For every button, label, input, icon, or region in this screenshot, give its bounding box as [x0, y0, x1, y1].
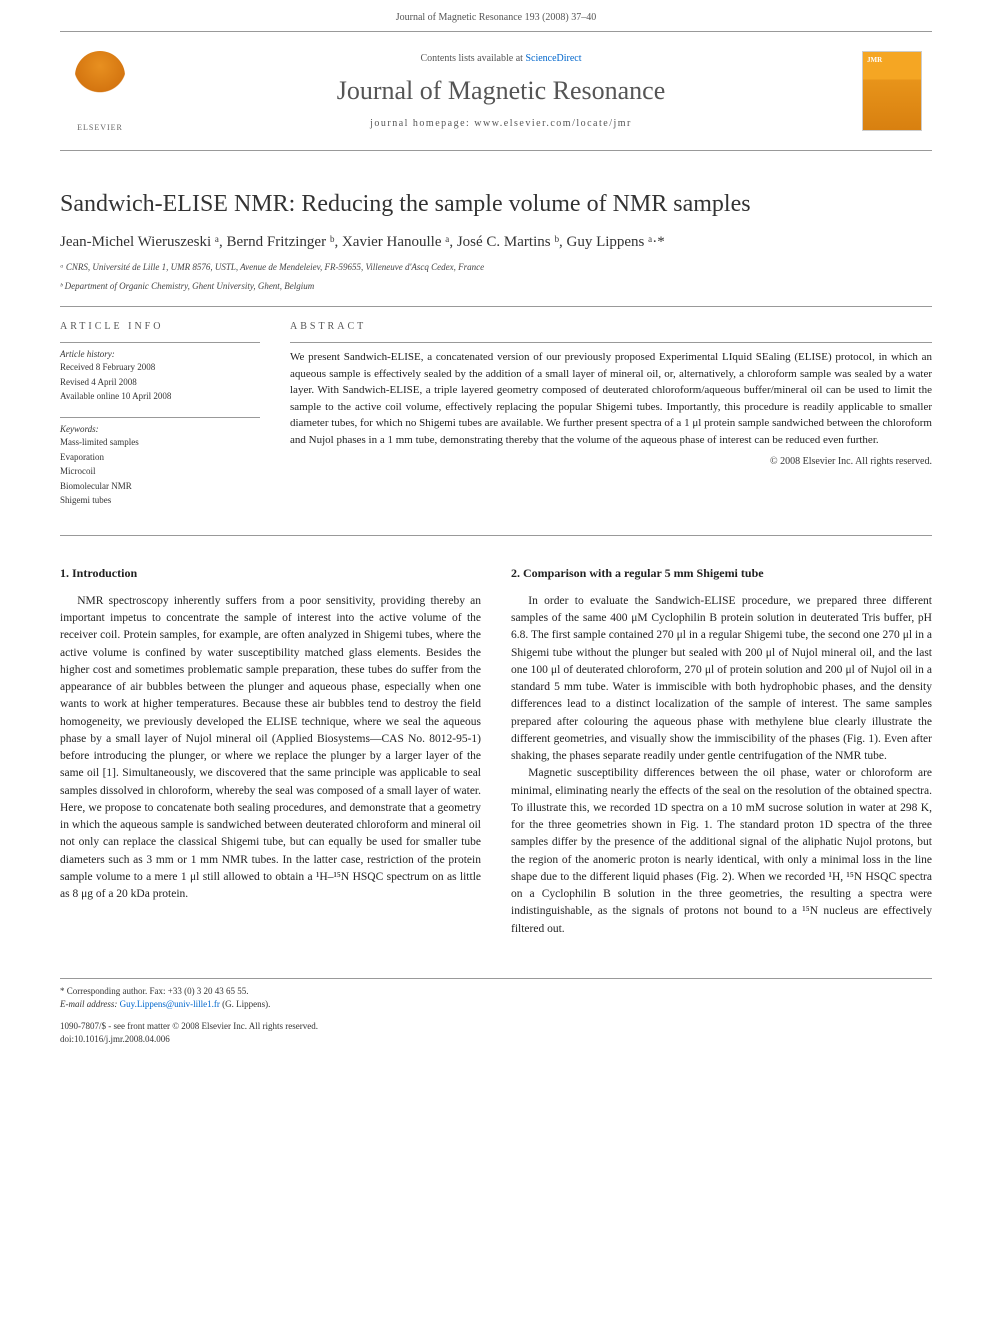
- footer-left: * Corresponding author. Fax: +33 (0) 3 2…: [60, 985, 481, 1045]
- history-received: Received 8 February 2008: [60, 361, 260, 374]
- page-footer: * Corresponding author. Fax: +33 (0) 3 2…: [60, 978, 932, 1045]
- footer-right: [511, 985, 932, 1045]
- affiliation-a: ᵃ CNRS, Université de Lille 1, UMR 8576,…: [60, 261, 932, 274]
- article-info-heading: ARTICLE INFO: [60, 321, 260, 332]
- email-label: E-mail address:: [60, 999, 117, 1009]
- history-revised: Revised 4 April 2008: [60, 376, 260, 389]
- publisher-name: ELSEVIER: [77, 123, 123, 132]
- history-label: Article history:: [60, 349, 260, 359]
- body-two-column: 1. Introduction NMR spectroscopy inheren…: [60, 566, 932, 938]
- info-divider-1: [60, 342, 260, 343]
- article-title: Sandwich-ELISE NMR: Reducing the sample …: [60, 191, 932, 218]
- section-2-heading: 2. Comparison with a regular 5 mm Shigem…: [511, 566, 932, 581]
- cover-label: JMR: [867, 56, 882, 64]
- email-suffix: (G. Lippens).: [222, 999, 270, 1009]
- article-main: Sandwich-ELISE NMR: Reducing the sample …: [60, 191, 932, 1045]
- issn-line: 1090-7807/$ - see front matter © 2008 El…: [60, 1020, 481, 1033]
- abstract-col: ABSTRACT We present Sandwich-ELISE, a co…: [290, 321, 932, 521]
- divider-bottom: [60, 535, 932, 536]
- body-col-right: 2. Comparison with a regular 5 mm Shigem…: [511, 566, 932, 938]
- abstract-text: We present Sandwich-ELISE, a concatenate…: [290, 349, 932, 448]
- affiliation-b: ᵇ Department of Organic Chemistry, Ghent…: [60, 280, 932, 293]
- section-1-heading: 1. Introduction: [60, 566, 481, 581]
- info-divider-2: [60, 417, 260, 418]
- section-2-para-2: Magnetic susceptibility differences betw…: [511, 765, 932, 938]
- section-1-para-1: NMR spectroscopy inherently suffers from…: [60, 593, 481, 904]
- journal-cover-thumb: JMR: [862, 51, 932, 131]
- article-history-block: Article history: Received 8 February 200…: [60, 349, 260, 403]
- journal-homepage: journal homepage: www.elsevier.com/locat…: [140, 118, 862, 129]
- keyword-2: Microcoil: [60, 465, 260, 478]
- article-info-col: ARTICLE INFO Article history: Received 8…: [60, 321, 260, 521]
- abstract-heading: ABSTRACT: [290, 321, 932, 332]
- contents-line: Contents lists available at ScienceDirec…: [140, 53, 862, 64]
- keywords-block: Keywords: Mass-limited samples Evaporati…: [60, 424, 260, 507]
- keyword-0: Mass-limited samples: [60, 436, 260, 449]
- corresponding-email-link[interactable]: Guy.Lippens@univ-lille1.fr: [120, 999, 220, 1009]
- publisher-logo-block: ELSEVIER: [60, 51, 140, 132]
- keyword-3: Biomolecular NMR: [60, 480, 260, 493]
- body-col-left: 1. Introduction NMR spectroscopy inheren…: [60, 566, 481, 938]
- sciencedirect-link[interactable]: ScienceDirect: [525, 53, 581, 64]
- journal-name: Journal of Magnetic Resonance: [140, 76, 862, 106]
- keyword-4: Shigemi tubes: [60, 494, 260, 507]
- journal-banner: ELSEVIER Contents lists available at Sci…: [60, 31, 932, 151]
- keyword-1: Evaporation: [60, 451, 260, 464]
- contents-prefix: Contents lists available at: [420, 53, 525, 64]
- info-abstract-row: ARTICLE INFO Article history: Received 8…: [60, 321, 932, 521]
- abstract-divider: [290, 342, 932, 343]
- doi-line: doi:10.1016/j.jmr.2008.04.006: [60, 1033, 481, 1046]
- history-online: Available online 10 April 2008: [60, 390, 260, 403]
- section-2-para-1: In order to evaluate the Sandwich-ELISE …: [511, 593, 932, 766]
- keywords-label: Keywords:: [60, 424, 260, 434]
- email-line: E-mail address: Guy.Lippens@univ-lille1.…: [60, 998, 481, 1011]
- corresponding-author: * Corresponding author. Fax: +33 (0) 3 2…: [60, 985, 481, 998]
- page-citation: Journal of Magnetic Resonance 193 (2008)…: [0, 0, 992, 31]
- elsevier-tree-icon: [70, 51, 130, 121]
- abstract-copyright: © 2008 Elsevier Inc. All rights reserved…: [290, 456, 932, 467]
- banner-center: Contents lists available at ScienceDirec…: [140, 53, 862, 129]
- author-list: Jean-Michel Wieruszeski ᵃ, Bernd Fritzin…: [60, 234, 932, 251]
- divider-top: [60, 306, 932, 307]
